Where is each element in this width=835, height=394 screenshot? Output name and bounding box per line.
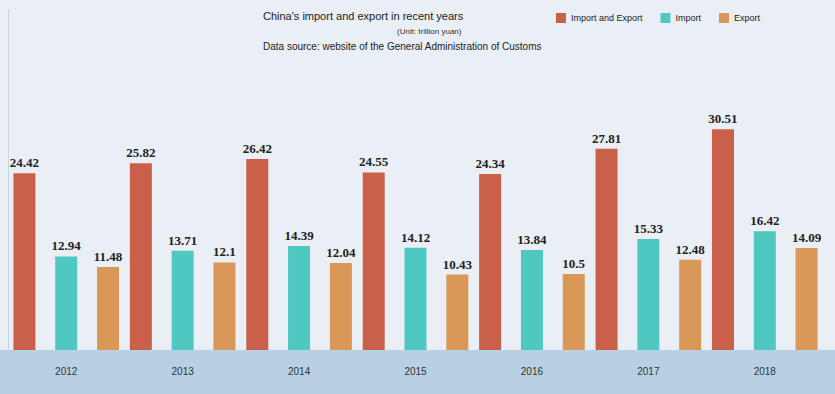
svg-text:15.33: 15.33 — [634, 221, 664, 236]
svg-text:Export: Export — [734, 13, 761, 23]
svg-text:13.71: 13.71 — [168, 233, 197, 248]
svg-text:24.55: 24.55 — [359, 154, 389, 169]
svg-text:14.09: 14.09 — [792, 230, 822, 245]
svg-text:Import and Export: Import and Export — [571, 13, 643, 23]
svg-text:14.12: 14.12 — [401, 230, 430, 245]
svg-text:Data source: website of the Ge: Data source: website of the General Admi… — [263, 41, 541, 52]
svg-text:2015: 2015 — [404, 366, 427, 377]
svg-text:China's import and export in r: China's import and export in recent year… — [263, 10, 464, 22]
svg-text:12.04: 12.04 — [326, 245, 356, 260]
svg-text:13.84: 13.84 — [517, 232, 547, 247]
svg-text:2016: 2016 — [521, 366, 544, 377]
svg-text:12.1: 12.1 — [213, 244, 236, 259]
svg-text:26.42: 26.42 — [243, 141, 272, 156]
svg-text:12.94: 12.94 — [52, 238, 82, 253]
svg-text:10.5: 10.5 — [562, 256, 585, 271]
svg-text:24.42: 24.42 — [10, 155, 39, 170]
svg-text:(Unit: trillion yuan): (Unit: trillion yuan) — [397, 27, 462, 36]
svg-text:11.48: 11.48 — [94, 249, 123, 264]
svg-text:10.43: 10.43 — [443, 257, 473, 272]
svg-text:27.81: 27.81 — [592, 131, 621, 146]
svg-text:2012: 2012 — [55, 366, 78, 377]
svg-text:2018: 2018 — [754, 366, 777, 377]
svg-text:2013: 2013 — [172, 366, 195, 377]
svg-text:Import: Import — [675, 13, 701, 23]
svg-text:30.51: 30.51 — [708, 111, 737, 126]
svg-text:14.39: 14.39 — [284, 228, 314, 243]
svg-text:2014: 2014 — [288, 366, 311, 377]
svg-text:16.42: 16.42 — [750, 213, 779, 228]
svg-text:25.82: 25.82 — [126, 145, 155, 160]
svg-text:2017: 2017 — [637, 366, 660, 377]
svg-text:24.34: 24.34 — [476, 156, 506, 171]
svg-text:12.48: 12.48 — [676, 242, 706, 257]
